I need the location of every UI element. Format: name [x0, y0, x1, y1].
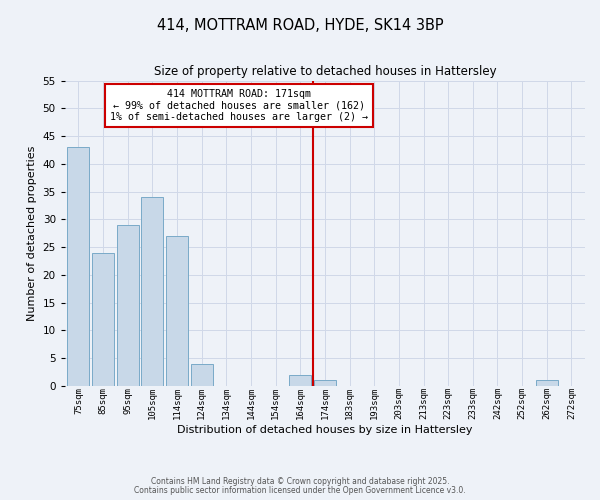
Text: 414, MOTTRAM ROAD, HYDE, SK14 3BP: 414, MOTTRAM ROAD, HYDE, SK14 3BP [157, 18, 443, 32]
Bar [191, 364, 213, 386]
Text: Contains HM Land Registry data © Crown copyright and database right 2025.: Contains HM Land Registry data © Crown c… [151, 477, 449, 486]
Bar [67, 147, 89, 386]
Bar [166, 236, 188, 386]
Bar [141, 197, 163, 386]
Text: Contains public sector information licensed under the Open Government Licence v3: Contains public sector information licen… [134, 486, 466, 495]
Bar [289, 374, 311, 386]
X-axis label: Distribution of detached houses by size in Hattersley: Distribution of detached houses by size … [177, 425, 473, 435]
Bar [92, 252, 114, 386]
Bar [116, 225, 139, 386]
Bar [536, 380, 558, 386]
Bar [314, 380, 336, 386]
Y-axis label: Number of detached properties: Number of detached properties [27, 146, 37, 321]
Title: Size of property relative to detached houses in Hattersley: Size of property relative to detached ho… [154, 65, 496, 78]
Text: 414 MOTTRAM ROAD: 171sqm
← 99% of detached houses are smaller (162)
1% of semi-d: 414 MOTTRAM ROAD: 171sqm ← 99% of detach… [110, 89, 368, 122]
